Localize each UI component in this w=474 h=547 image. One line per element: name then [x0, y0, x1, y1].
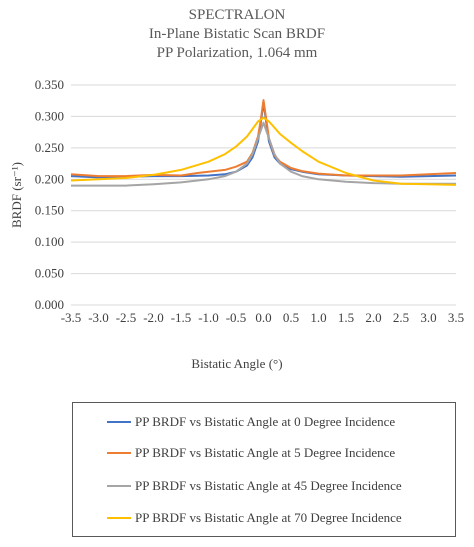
y-tick-label-4: 0.200 [35, 171, 64, 186]
legend-label-45deg: PP BRDF vs Bistatic Angle at 45 Degree I… [135, 478, 402, 493]
legend-swatch-5deg [107, 452, 131, 454]
legend: PP BRDF vs Bistatic Angle at 0 Degree In… [72, 402, 456, 537]
x-tick-label-12: 2.5 [393, 310, 409, 325]
x-tick-label-14: 3.5 [448, 310, 464, 325]
y-tick-label-1: 0.050 [35, 266, 64, 281]
series-line-1 [70, 99, 457, 178]
x-tick-label-1: -3.0 [88, 310, 109, 325]
legend-label-70deg: PP BRDF vs Bistatic Angle at 70 Degree I… [135, 510, 402, 525]
chart-title: SPECTRALON [188, 7, 286, 23]
x-tick-label-9: 1.0 [310, 310, 326, 325]
legend-swatch-45deg [107, 485, 131, 487]
legend-entry-0deg: PP BRDF vs Bistatic Angle at 0 Degree In… [107, 413, 395, 431]
y-tick-label-3: 0.150 [35, 203, 64, 218]
x-tick-label-11: 2.0 [365, 310, 381, 325]
x-tick-label-0: -3.5 [61, 310, 82, 325]
x-tick-label-4: -1.5 [171, 310, 192, 325]
legend-entry-70deg: PP BRDF vs Bistatic Angle at 70 Degree I… [107, 509, 402, 527]
x-tick-label-10: 1.5 [338, 310, 354, 325]
y-tick-label-0: 0.000 [35, 297, 64, 312]
x-tick-label-8: 0.5 [283, 310, 299, 325]
legend-entry-5deg: PP BRDF vs Bistatic Angle at 5 Degree In… [107, 444, 395, 462]
legend-swatch-70deg [107, 517, 131, 519]
chart-subtitle-line-1: In-Plane Bistatic Scan BRDF [148, 26, 326, 42]
y-tick-label-6: 0.300 [35, 108, 64, 123]
legend-entry-45deg: PP BRDF vs Bistatic Angle at 45 Degree I… [107, 477, 402, 495]
y-tick-label-7: 0.350 [35, 77, 64, 92]
x-tick-label-13: 3.0 [420, 310, 436, 325]
legend-swatch-0deg [107, 421, 131, 423]
series-line-0 [70, 101, 457, 179]
y-tick-label-2: 0.100 [35, 234, 64, 249]
legend-label-0deg: PP BRDF vs Bistatic Angle at 0 Degree In… [135, 414, 396, 429]
series-line-3 [70, 116, 457, 186]
x-tick-label-3: -2.0 [143, 310, 164, 325]
x-axis-label: Bistatic Angle (°) [191, 356, 283, 371]
x-tick-label-7: 0.0 [255, 310, 271, 325]
legend-label-5deg: PP BRDF vs Bistatic Angle at 5 Degree In… [135, 445, 396, 460]
y-tick-label-5: 0.250 [35, 140, 64, 155]
x-tick-label-2: -2.5 [116, 310, 137, 325]
chart-subtitle-line-2: PP Polarization, 1.064 mm [156, 45, 318, 61]
x-tick-label-5: -1.0 [198, 310, 219, 325]
y-axis-label: BRDF (sr⁻¹) [9, 161, 24, 229]
series-line-2 [71, 121, 456, 187]
x-tick-label-6: -0.5 [226, 310, 247, 325]
chart-plot: 0.000 0.050 0.100 0.150 0.200 0.250 0.300 0.350… [35, 77, 464, 325]
